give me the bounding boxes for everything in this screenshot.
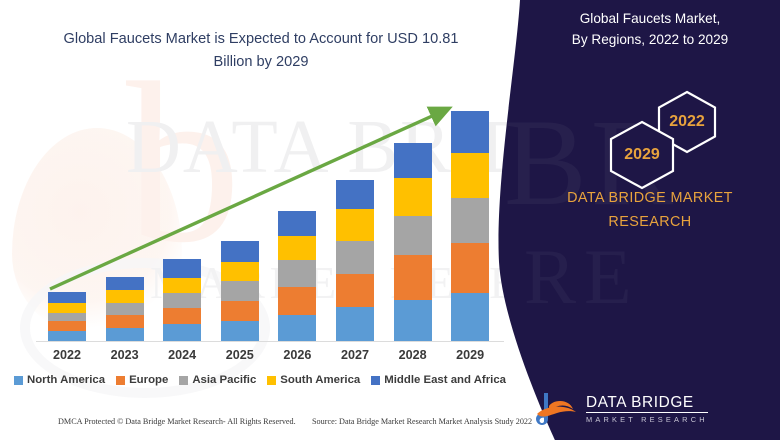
bar-segment-europe[interactable] <box>48 320 86 331</box>
legend-label: South America <box>280 374 361 386</box>
bar-segment-south-america[interactable] <box>220 261 259 282</box>
bar-2028[interactable] <box>393 143 432 341</box>
company-logo: DATA BRIDGE MARKET RESEARCH <box>535 388 745 430</box>
bar-segment-middle-east-and-africa[interactable] <box>163 259 202 278</box>
bar-segment-europe[interactable] <box>220 300 259 321</box>
bar-segment-asia-pacific[interactable] <box>278 260 317 287</box>
legend-swatch-icon <box>267 375 277 385</box>
logo-subtitle: MARKET RESEARCH <box>586 415 708 424</box>
panel-title: Global Faucets Market, By Regions, 2022 … <box>520 8 780 50</box>
legend-swatch-icon <box>371 375 381 385</box>
page-title: Global Faucets Market is Expected to Acc… <box>63 31 459 70</box>
bar-segment-north-america[interactable] <box>336 306 374 341</box>
bar-segment-asia-pacific[interactable] <box>393 215 432 256</box>
data-bridge-b-icon <box>535 389 577 429</box>
brand-name: DATA BRIDGE MARKET RESEARCH <box>520 186 780 234</box>
bar-2027[interactable] <box>336 180 374 341</box>
bar-segment-south-america[interactable] <box>105 290 144 304</box>
x-axis-label-2023: 2023 <box>110 348 139 362</box>
bar-segment-europe[interactable] <box>163 307 202 325</box>
bar-segment-middle-east-and-africa[interactable] <box>393 143 432 179</box>
x-axis-label-2029: 2029 <box>456 348 485 362</box>
legend-label: Europe <box>129 374 169 386</box>
bar-segment-south-america[interactable] <box>163 277 202 294</box>
bar-segment-north-america[interactable] <box>278 315 317 341</box>
legend-swatch-icon <box>14 375 23 385</box>
panel-title-line1: Global Faucets Market, <box>579 11 721 26</box>
bar-segment-north-america[interactable] <box>105 328 144 341</box>
bar-2026[interactable] <box>278 211 317 341</box>
panel-watermark-2: RE <box>524 238 780 316</box>
bar-2024[interactable] <box>163 259 202 341</box>
bar-2023[interactable] <box>105 276 144 341</box>
legend-swatch-icon <box>116 375 126 385</box>
bar-segment-asia-pacific[interactable] <box>163 293 202 308</box>
legend-label: Asia Pacific <box>192 374 257 386</box>
bar-segment-europe[interactable] <box>451 242 490 294</box>
bar-segment-south-america[interactable] <box>451 153 490 198</box>
stacked-bar-chart <box>0 95 520 345</box>
bar-segment-north-america[interactable] <box>163 324 202 341</box>
bar-segment-europe[interactable] <box>336 273 374 307</box>
logo-text: DATA BRIDGE MARKET RESEARCH <box>586 394 708 424</box>
x-axis-label-2026: 2026 <box>283 348 312 362</box>
footer: DMCA Protected © Data Bridge Market Rese… <box>0 414 532 436</box>
brand-line1: DATA BRIDGE MARKET <box>567 190 733 206</box>
bar-segment-europe[interactable] <box>393 255 432 300</box>
legend-item-south-america[interactable]: South America <box>267 374 360 386</box>
logo-title: DATA BRIDGE <box>586 394 708 413</box>
hexagon-group: 2022 2029 <box>520 90 780 190</box>
panel-title-line2: By Regions, 2022 to 2029 <box>571 32 729 47</box>
x-axis-label-2027: 2027 <box>340 348 370 362</box>
legend-item-asia-pacific[interactable]: Asia Pacific <box>179 374 256 386</box>
bar-segment-middle-east-and-africa[interactable] <box>451 111 490 154</box>
bar-segment-north-america[interactable] <box>48 330 86 341</box>
bar-segment-north-america[interactable] <box>220 320 259 341</box>
bar-segment-asia-pacific[interactable] <box>105 303 144 316</box>
bar-segment-asia-pacific[interactable] <box>451 197 490 243</box>
legend-label: Middle East and Africa <box>384 374 506 386</box>
bar-segment-north-america[interactable] <box>393 299 432 341</box>
bar-segment-south-america[interactable] <box>393 178 432 216</box>
hexagon-2029-label: 2029 <box>624 146 660 163</box>
legend-label: North America <box>27 374 106 386</box>
bar-2025[interactable] <box>220 240 259 341</box>
x-axis-line <box>36 341 504 342</box>
hexagon-2029: 2029 <box>608 120 676 190</box>
bar-segment-north-america[interactable] <box>451 293 490 341</box>
bar-segment-europe[interactable] <box>105 315 144 329</box>
bar-segment-south-america[interactable] <box>336 209 374 241</box>
dmca-notice: DMCA Protected © Data Bridge Market Rese… <box>58 417 296 426</box>
legend-swatch-icon <box>179 375 189 385</box>
legend-item-middle-east-and-africa[interactable]: Middle East and Africa <box>371 374 506 386</box>
hexagon-2022-label: 2022 <box>669 113 705 130</box>
x-axis-label-2022: 2022 <box>52 348 82 362</box>
bar-segment-middle-east-and-africa[interactable] <box>336 180 374 210</box>
source-note: Source: Data Bridge Market Research Mark… <box>312 417 533 426</box>
x-axis-labels: 2022 2023 2024 2025 2026 2027 2028 2029 <box>0 348 520 368</box>
hexagon-2022: 2022 <box>656 90 718 154</box>
bar-segment-middle-east-and-africa[interactable] <box>220 240 259 262</box>
bar-segment-middle-east-and-africa[interactable] <box>278 211 317 237</box>
bar-segment-south-america[interactable] <box>48 303 86 313</box>
bar-segment-asia-pacific[interactable] <box>220 281 259 301</box>
right-panel: BR RE Global Faucets Market, By Regions,… <box>504 0 780 440</box>
bar-segment-asia-pacific[interactable] <box>336 240 374 274</box>
chart-plot-area <box>0 95 520 341</box>
brand-line2: RESEARCH <box>608 214 692 230</box>
legend-item-europe[interactable]: Europe <box>116 374 168 386</box>
bar-segment-middle-east-and-africa[interactable] <box>48 292 86 304</box>
chart-legend: North America Europe Asia Pacific South Ame… <box>0 374 520 386</box>
x-axis-label-2025: 2025 <box>225 348 254 362</box>
bar-segment-europe[interactable] <box>278 286 317 316</box>
bar-2029[interactable] <box>451 111 490 341</box>
x-axis-label-2028: 2028 <box>398 348 427 362</box>
bar-segment-asia-pacific[interactable] <box>48 312 86 321</box>
legend-item-north-america[interactable]: North America <box>14 374 105 386</box>
bar-2022[interactable] <box>48 292 86 341</box>
x-axis-label-2024: 2024 <box>168 348 197 362</box>
bar-segment-south-america[interactable] <box>278 236 317 261</box>
bar-segment-middle-east-and-africa[interactable] <box>105 276 144 291</box>
